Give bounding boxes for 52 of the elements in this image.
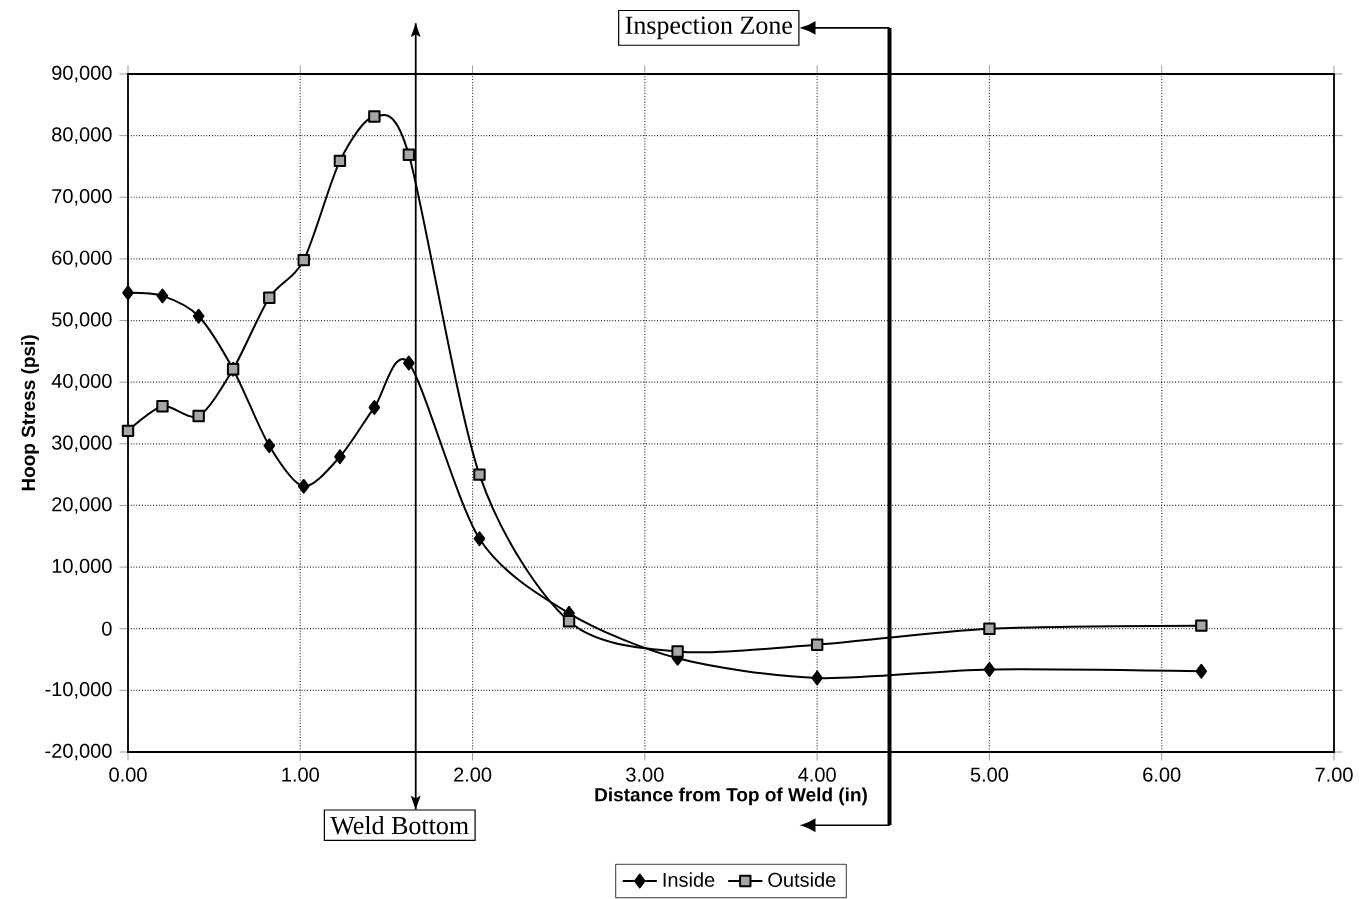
y-tick-label: 20,000 [52, 497, 112, 514]
x-tick-label: 1.00 [282, 767, 319, 782]
y-tick-label: -10,000 [45, 682, 112, 699]
point [156, 288, 169, 304]
point [983, 661, 996, 677]
point [1195, 663, 1208, 679]
point [263, 438, 276, 454]
point [297, 253, 310, 267]
y-tick-label: 90,000 [52, 65, 112, 83]
y-tick-label: 70,000 [52, 189, 112, 206]
point [122, 285, 134, 301]
point [983, 622, 996, 635]
y-tick-label: 0 [102, 621, 112, 636]
x-tick-label: 5.00 [970, 767, 1009, 782]
x-tick-label: 3.00 [626, 767, 664, 782]
point [334, 449, 346, 465]
point [810, 638, 824, 651]
y-tick-label: 40,000 [51, 373, 112, 391]
point [403, 355, 415, 371]
ref-line-label: Weld Bottom [330, 816, 469, 835]
point [192, 308, 205, 324]
y-tick-label: 50,000 [52, 312, 112, 329]
point [473, 531, 486, 547]
x-axis-title: Distance from Top of Weld (in) [595, 787, 867, 806]
point [671, 645, 684, 658]
point [121, 424, 135, 438]
y-tick-label: -20,000 [45, 743, 112, 761]
y-axis-title: Hoop Stress (psi) [21, 335, 39, 491]
point [473, 468, 486, 481]
y-tick-label: 80,000 [52, 127, 112, 144]
y-tick-label: 10,000 [52, 558, 112, 576]
point [562, 615, 576, 628]
point [368, 110, 381, 123]
point [811, 670, 823, 686]
legend-label: Inside [663, 872, 715, 887]
point [368, 400, 381, 415]
x-tick-label: 6.00 [1143, 767, 1181, 782]
legend-label: Outside [768, 872, 836, 887]
point [333, 154, 347, 168]
x-tick-label: 7.00 [1315, 767, 1353, 782]
point [156, 400, 169, 413]
y-tick-label: 60,000 [52, 250, 112, 268]
x-tick-label: 0.00 [109, 767, 147, 782]
y-tick-label: 30,000 [51, 435, 112, 453]
point [297, 478, 310, 494]
point [263, 291, 276, 304]
x-tick-label: 4.00 [798, 767, 836, 782]
ref-line-label: Inspection Zone [625, 16, 792, 40]
point [402, 148, 416, 161]
x-tick-label: 2.00 [454, 767, 492, 782]
point [192, 409, 205, 423]
point [1195, 619, 1208, 632]
